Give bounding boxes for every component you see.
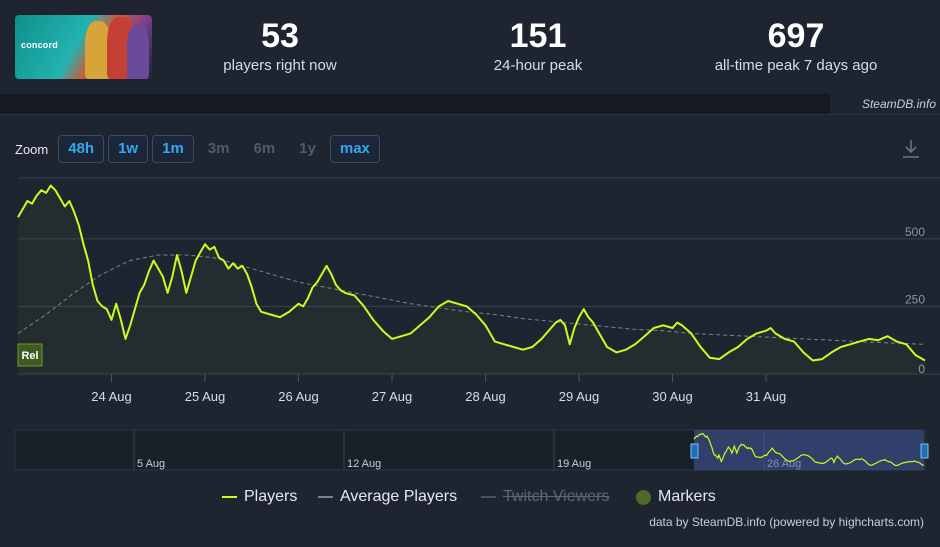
navigator-handle	[920, 443, 929, 459]
legend-swatch	[318, 496, 333, 498]
zoom-48h-button[interactable]: 48h	[58, 135, 105, 163]
legend-item-players[interactable]: Players	[222, 488, 297, 506]
chart-legend: Players Average Players Twitch Viewers M…	[0, 488, 940, 510]
navigator-tick-label: 19 Aug	[557, 458, 591, 470]
navigator-handle	[690, 443, 699, 459]
legend-marker-dot	[636, 489, 651, 505]
legend-label: Average Players	[340, 488, 458, 505]
zoom-1y-button: 1y	[299, 140, 316, 157]
legend-item-average-players[interactable]: Average Players	[318, 488, 457, 506]
series-players-area	[18, 186, 925, 374]
x-tick-label: 27 Aug	[372, 389, 413, 404]
zoom-toolbar: Zoom 48h 1w 1m 3m 6m 1y max	[15, 135, 380, 163]
cover-figure	[127, 25, 149, 79]
legend-item-markers[interactable]: Markers	[636, 488, 716, 506]
release-marker-label: Rel	[21, 350, 38, 362]
zoom-max-button[interactable]: max	[329, 135, 380, 163]
game-logo: concord	[21, 40, 58, 50]
legend-swatch	[222, 496, 237, 498]
zoom-1w-button[interactable]: 1w	[108, 135, 149, 163]
download-icon[interactable]	[902, 139, 920, 159]
stat-label: 24-hour peak	[493, 57, 583, 74]
legend-item-twitch-viewers[interactable]: Twitch Viewers	[481, 488, 609, 506]
stat-value: 53	[261, 17, 299, 55]
y-tick-label: 250	[905, 292, 925, 306]
zoom-3m-button: 3m	[207, 140, 230, 157]
stat-24h-peak: 151 24-hour peak	[418, 16, 658, 76]
navigator-tick-label: 5 Aug	[137, 458, 165, 470]
series-average-players-line	[17, 254, 926, 345]
zoom-6m-button: 6m	[253, 140, 276, 157]
navigator-series-line	[693, 432, 925, 467]
x-tick-label: 25 Aug	[185, 389, 226, 404]
navigator-selection	[694, 430, 924, 470]
stat-label: all-time peak 7 days ago	[714, 57, 878, 74]
stat-value: 151	[509, 17, 567, 55]
stat-all-time-peak: 697 all-time peak 7 days ago	[676, 16, 916, 76]
chart-footer[interactable]: data by SteamDB.info (powered by highcha…	[649, 515, 924, 529]
legend-label: Markers	[658, 488, 716, 505]
x-tick-label: 30 Aug	[652, 389, 693, 404]
legend-swatch	[481, 496, 496, 498]
x-tick-label: 31 Aug	[746, 389, 787, 404]
release-marker-badge	[17, 343, 43, 367]
chart-panel	[0, 114, 940, 547]
legend-label: Twitch Viewers	[503, 488, 610, 505]
navigator-tick-label: 12 Aug	[347, 458, 381, 470]
header-panel: concord 53 players right now 151 24-hour…	[0, 0, 940, 94]
stat-value: 697	[767, 17, 825, 55]
stat-label: players right now	[223, 57, 337, 74]
x-tick-label: 24 Aug	[91, 389, 132, 404]
series-players-line	[17, 184, 926, 362]
cover-figure	[85, 21, 111, 79]
y-tick-label: 500	[905, 225, 925, 239]
x-tick-label: 26 Aug	[278, 389, 319, 404]
y-tick-label: 0	[918, 362, 925, 376]
zoom-1m-button[interactable]: 1m	[152, 135, 194, 163]
source-credit[interactable]: SteamDB.info	[830, 94, 940, 114]
game-cover-image[interactable]: concord	[15, 15, 152, 79]
zoom-label: Zoom	[15, 141, 49, 157]
x-tick-label: 28 Aug	[465, 389, 506, 404]
legend-label: Players	[244, 488, 298, 505]
x-tick-label: 29 Aug	[559, 389, 600, 404]
stat-current: 53 players right now	[160, 16, 400, 76]
